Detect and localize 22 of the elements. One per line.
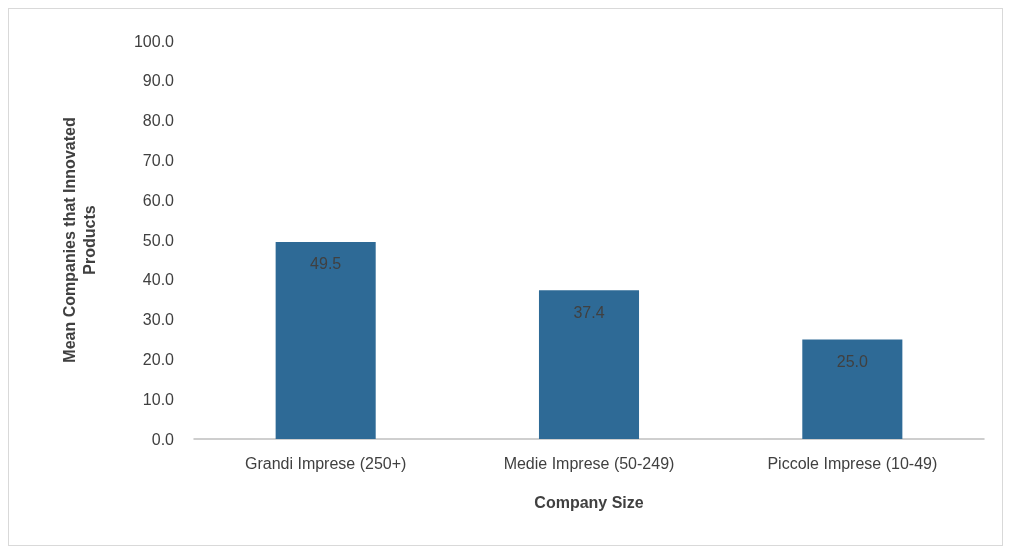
y-tick-label: 0.0 [151,430,175,448]
bar [802,339,903,439]
y-tick-label: 70.0 [142,151,175,169]
y-tick-label: 50.0 [142,231,175,249]
data-label: 37.4 [573,303,605,321]
y-tick-label: 80.0 [142,112,175,130]
y-tick-label: 100.0 [133,32,175,50]
x-axis-title: Company Size [534,493,644,511]
y-tick-label: 90.0 [142,72,175,90]
y-tick-label: 60.0 [142,191,175,209]
y-tick-label: 10.0 [142,390,175,408]
y-tick-label: 20.0 [142,350,175,368]
y-tick-label: 40.0 [142,271,175,289]
x-tick-label: Piccole Imprese (10-49) [767,454,938,472]
data-label: 25.0 [836,353,869,370]
x-tick-label: Grandi Imprese (250+) [244,454,407,472]
y-axis-title: Mean Companies that Innovated Products [60,117,98,363]
y-tick-label: 30.0 [142,311,175,329]
bar [538,290,640,439]
bar [275,241,376,439]
data-label: 49.5 [310,255,342,273]
x-tick-label: Medie Imprese (50-249) [503,454,675,472]
